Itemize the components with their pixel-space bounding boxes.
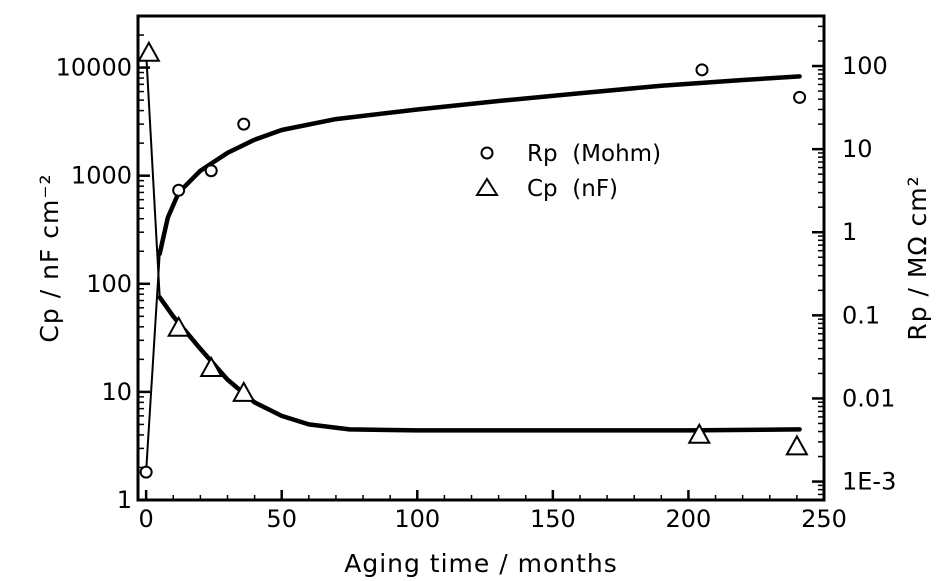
x-tick-label: 200: [666, 505, 712, 533]
left-axis-title: Cp / nF cm⁻²: [35, 173, 64, 342]
x-tick-label: 250: [801, 505, 847, 533]
rp-data-point: [172, 183, 186, 197]
right-tick-label: 1: [842, 218, 857, 246]
rp-data-point: [204, 164, 218, 178]
rp-fit-curve: [157, 74, 802, 257]
right-axis-title: Rp / MΩ cm²: [903, 175, 932, 340]
fit-lines: [145, 51, 802, 473]
markers: [137, 40, 809, 479]
legend-cp-label: Cp (nF): [527, 176, 618, 202]
plot-frame: [136, 14, 826, 502]
legend-cp-marker: [475, 177, 499, 196]
legend-rp-marker: [480, 146, 494, 160]
cp-data-point: [166, 315, 191, 337]
x-axis-title: Aging time / months: [344, 549, 618, 578]
cp-fit-curve: [157, 295, 802, 433]
right-tick-label: 100: [842, 52, 888, 80]
left-tick-label: 1: [117, 486, 132, 514]
tick-labels: 0 50 100 150 200 250 1 10 100 1000 10000 1E-3 0.01 0.…: [56, 52, 897, 533]
cp-data-point: [199, 355, 223, 377]
right-tick-label: 1E-3: [842, 468, 896, 496]
left-tick-label: 10: [101, 378, 132, 406]
x-tick-label: 50: [266, 505, 297, 533]
cp-data-point: [687, 422, 711, 444]
right-tick-label: 0.01: [842, 384, 895, 412]
rp-data-point: [237, 117, 251, 131]
x-tick-label: 0: [138, 505, 153, 533]
rp-data-point: [139, 465, 153, 479]
legend: Rp (Mohm) Cp (nF): [475, 141, 661, 202]
x-tick-label: 150: [530, 505, 576, 533]
x-tick-label: 100: [394, 505, 440, 533]
left-tick-label: 1000: [71, 162, 132, 190]
left-tick-label: 10000: [56, 54, 132, 82]
right-tick-label: 10: [842, 135, 873, 163]
cp-fit-initial-segment: [145, 51, 161, 298]
rp-data-point: [695, 63, 709, 77]
rp-fit-initial-segment: [145, 253, 161, 473]
right-tick-label: 0.1: [842, 301, 880, 329]
left-tick-label: 100: [86, 270, 132, 298]
legend-rp-label: Rp (Mohm): [527, 141, 661, 167]
cp-data-point: [232, 380, 256, 402]
cp-data-point: [785, 434, 809, 456]
rp-data-point: [793, 90, 807, 104]
cp-data-point: [137, 40, 161, 62]
ticks: [138, 15, 826, 502]
